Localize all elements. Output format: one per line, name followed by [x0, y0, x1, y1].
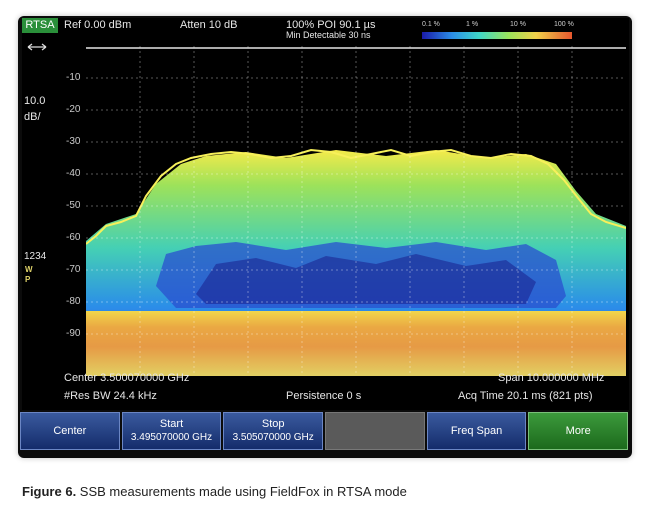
freq-span-softkey[interactable]: Freq Span: [426, 412, 527, 450]
y-tick-label: -90: [66, 328, 81, 339]
trace-numbers: 1234: [24, 251, 47, 262]
mode-tag: RTSA: [22, 18, 58, 33]
colorbar-tick: 100 %: [554, 21, 574, 28]
softkey-value: 3.505070000 GHz: [232, 432, 314, 443]
ref-arrow-icon: [27, 43, 47, 51]
softkey-bar: Center Start 3.495070000 GHz Stop 3.5050…: [20, 412, 629, 450]
more-softkey[interactable]: More: [528, 412, 629, 450]
dense-core-dark: [196, 254, 536, 304]
min-detectable: Min Detectable 30 ns: [286, 30, 371, 40]
center-softkey[interactable]: Center: [20, 412, 120, 450]
figure-caption: Figure 6. SSB measurements made using Fi…: [22, 484, 407, 499]
scale-value: 10.0: [24, 95, 46, 107]
y-tick-label: -50: [66, 200, 81, 211]
colorbar-tick: 10 %: [510, 21, 526, 28]
y-tick-label: -20: [66, 104, 81, 115]
res-bw: #Res BW 24.4 kHz: [64, 390, 157, 402]
y-tick-label: -70: [66, 264, 81, 275]
start-softkey[interactable]: Start 3.495070000 GHz: [121, 412, 222, 450]
peak-trace: [86, 148, 626, 245]
trace-w: W: [25, 265, 33, 274]
analyzer-screen: RTSA Ref 0.00 dBm Atten 10 dB 100% POI 9…: [22, 18, 629, 410]
caption-text: SSB measurements made using FieldFox in …: [76, 484, 407, 499]
poi-readout: 100% POI 90.1 µs: [286, 19, 376, 31]
softkey-value: 3.495070000 GHz: [130, 432, 213, 443]
colorbar-tick: 0.1 %: [422, 21, 440, 28]
scale-unit: dB/: [24, 111, 41, 123]
noise-floor: [86, 311, 626, 376]
persistence-colorbar: [422, 32, 572, 39]
attenuation: Atten 10 dB: [180, 19, 238, 31]
acq-time: Acq Time 20.1 ms (821 pts): [458, 390, 593, 402]
caption-prefix: Figure 6.: [22, 484, 77, 499]
left-panel: 10.0 dB/ 1234 W P: [22, 33, 58, 373]
softkey-label: More: [565, 424, 591, 437]
span-readout: Span 10.000000 MHz: [498, 372, 605, 384]
softkey-label: Freq Span: [450, 424, 503, 437]
trace-p: P: [25, 275, 31, 284]
ref-level: Ref 0.00 dBm: [64, 19, 132, 31]
stop-softkey[interactable]: Stop 3.505070000 GHz: [223, 412, 324, 450]
y-tick-label: -60: [66, 232, 81, 243]
spectrum-plot: [86, 46, 626, 376]
colorbar-tick: 1 %: [466, 21, 479, 28]
softkey-label: Stop: [261, 418, 285, 430]
softkey-label: Center: [53, 424, 87, 437]
blank-softkey[interactable]: [325, 412, 425, 450]
y-tick-label: -80: [66, 296, 81, 307]
center-freq: Center 3.500070000 GHz: [64, 372, 190, 384]
y-tick-label: -30: [66, 136, 81, 147]
persistence: Persistence 0 s: [286, 390, 362, 402]
softkey-label: Start: [159, 418, 184, 430]
y-tick-label: -10: [66, 72, 81, 83]
grid: [86, 46, 626, 376]
y-tick-label: -40: [66, 168, 81, 179]
